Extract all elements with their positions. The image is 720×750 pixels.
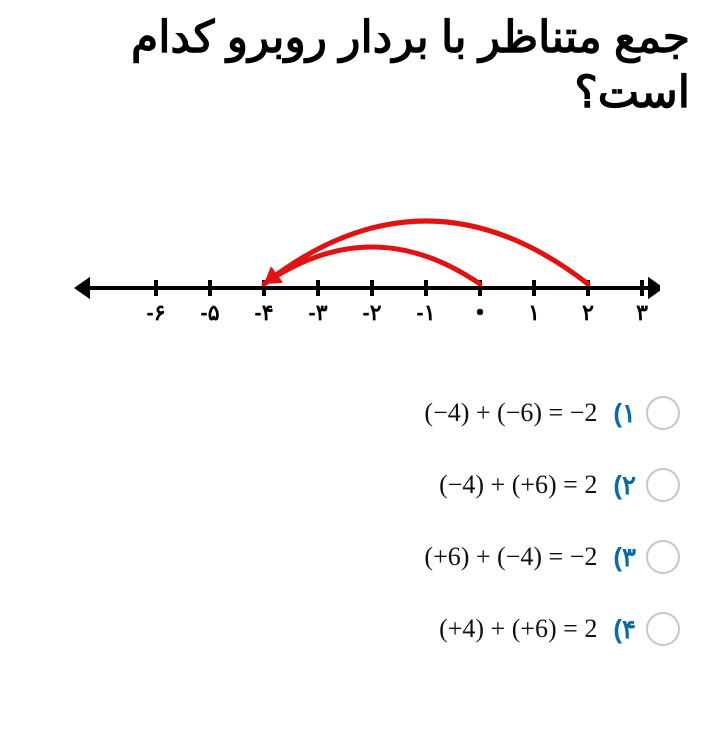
vector-arc <box>264 247 480 284</box>
tick-label: -۶ <box>146 300 165 325</box>
option-expression: (+4) + (+6) = 2 <box>439 614 597 644</box>
tick-label: -۳ <box>308 300 327 325</box>
radio-icon[interactable] <box>646 540 680 574</box>
option-number: ۴) <box>613 614 636 645</box>
axis-arrow-right <box>648 277 660 299</box>
tick-label: -۵ <box>200 300 219 325</box>
answer-option[interactable]: ۲) (−4) + (+6) = 2 <box>0 468 680 502</box>
radio-icon[interactable] <box>646 396 680 430</box>
answer-option[interactable]: ۴) (+4) + (+6) = 2 <box>0 612 680 646</box>
number-line-diagram: -۶ -۵ -۴ -۳ -۲ -۱ ۱ ۲ ۳ <box>60 138 660 338</box>
tick-label: -۴ <box>254 300 273 325</box>
diagram-container: -۶ -۵ -۴ -۳ -۲ -۱ ۱ ۲ ۳ <box>0 120 720 348</box>
options-list: ۱) (−4) + (−6) = −2 ۲) (−4) + (+6) = 2 ۳) (+6… <box>0 348 720 646</box>
tick-label: ۲ <box>582 300 594 325</box>
question-text: جمع متناظر با بردار روبرو کدام است؟ <box>0 0 720 120</box>
option-expression: (−4) + (+6) = 2 <box>439 470 597 500</box>
axis-arrow-left <box>74 277 90 299</box>
radio-icon[interactable] <box>646 468 680 502</box>
answer-option[interactable]: ۳) (+6) + (−4) = −2 <box>0 540 680 574</box>
option-expression: (−4) + (−6) = −2 <box>424 398 597 428</box>
origin-dot <box>477 309 483 315</box>
option-number: ۲) <box>613 470 636 501</box>
option-expression: (+6) + (−4) = −2 <box>424 542 597 572</box>
vector-arc <box>264 221 588 284</box>
tick-label: -۱ <box>416 300 435 325</box>
option-number: ۱) <box>613 398 636 429</box>
option-number: ۳) <box>613 542 636 573</box>
tick-label: -۲ <box>362 300 381 325</box>
answer-option[interactable]: ۱) (−4) + (−6) = −2 <box>0 396 680 430</box>
radio-icon[interactable] <box>646 612 680 646</box>
tick-label: ۱ <box>528 300 540 325</box>
tick-label: ۳ <box>636 300 648 325</box>
